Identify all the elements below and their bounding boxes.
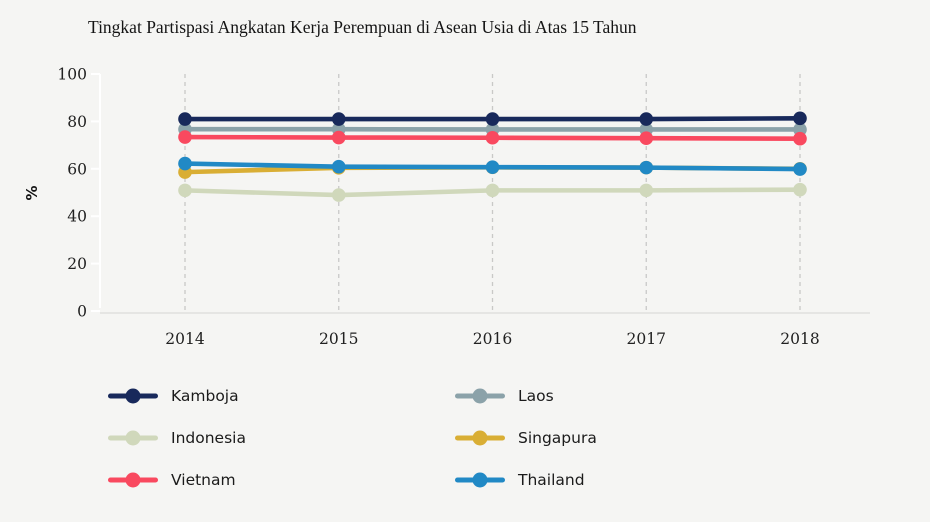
data-point-Kamboja-2018 bbox=[793, 111, 807, 126]
x-tick-label-2017: 2017 bbox=[627, 330, 666, 348]
data-point-Kamboja-2017 bbox=[639, 112, 654, 126]
legend-line-marker-icon bbox=[455, 472, 505, 488]
data-point-Thailand-2016 bbox=[485, 160, 500, 174]
y-tick-label-20: 20 bbox=[67, 255, 87, 273]
data-point-Thailand-2015 bbox=[331, 159, 346, 174]
data-point-Indonesia-2016 bbox=[485, 183, 500, 198]
data-point-Indonesia-2014 bbox=[178, 183, 192, 198]
data-point-Indonesia-2018 bbox=[793, 182, 807, 197]
x-tick-label-2018: 2018 bbox=[780, 330, 819, 348]
data-point-Vietnam-2018 bbox=[793, 131, 807, 146]
legend-item-indonesia[interactable]: Indonesia bbox=[108, 417, 455, 459]
legend-line-marker-icon bbox=[455, 388, 505, 404]
data-point-Vietnam-2017 bbox=[639, 131, 654, 146]
legend-label: Kamboja bbox=[171, 387, 239, 405]
legend-line-marker-icon bbox=[455, 430, 505, 446]
plot-area: 0 20 40 60 80 100 2014 2015 2016 2017 2018 bbox=[57, 66, 870, 348]
x-tick-label-2015: 2015 bbox=[319, 330, 358, 348]
legend-line-marker-icon bbox=[108, 430, 158, 446]
y-tick-label-60: 60 bbox=[67, 160, 87, 178]
legend-item-kamboja[interactable]: Kamboja bbox=[108, 375, 455, 417]
legend-line-marker-icon bbox=[108, 472, 158, 488]
y-tick-label-80: 80 bbox=[67, 113, 87, 131]
legend-label: Vietnam bbox=[171, 471, 236, 489]
data-point-Vietnam-2015 bbox=[331, 130, 346, 145]
data-point-Indonesia-2015 bbox=[331, 188, 346, 202]
legend-label: Thailand bbox=[518, 471, 585, 489]
legend-label: Laos bbox=[518, 387, 554, 405]
data-point-Vietnam-2014 bbox=[178, 130, 192, 144]
legend-item-singapura[interactable]: Singapura bbox=[455, 417, 597, 459]
data-point-Thailand-2014 bbox=[178, 156, 192, 171]
y-tick-label-40: 40 bbox=[67, 208, 87, 226]
y-tick-label-100: 100 bbox=[57, 66, 87, 84]
data-point-Kamboja-2015 bbox=[331, 112, 346, 126]
data-point-Kamboja-2016 bbox=[485, 112, 500, 126]
y-tick-label-0: 0 bbox=[77, 303, 87, 321]
data-point-Kamboja-2014 bbox=[178, 112, 192, 126]
data-point-Thailand-2017 bbox=[639, 160, 654, 175]
data-point-Thailand-2018 bbox=[793, 162, 807, 176]
legend-item-vietnam[interactable]: Vietnam bbox=[108, 459, 455, 501]
legend-item-laos[interactable]: Laos bbox=[455, 375, 597, 417]
legend-label: Singapura bbox=[518, 429, 597, 447]
legend-label: Indonesia bbox=[171, 429, 246, 447]
legend-item-thailand[interactable]: Thailand bbox=[455, 459, 597, 501]
x-tick-label-2016: 2016 bbox=[473, 330, 512, 348]
legend: Kamboja Laos Indonesia Singapura Vietnam Thai… bbox=[108, 375, 597, 501]
data-point-Vietnam-2016 bbox=[485, 130, 500, 145]
x-tick-label-2014: 2014 bbox=[165, 330, 205, 348]
data-point-Indonesia-2017 bbox=[639, 183, 654, 198]
legend-line-marker-icon bbox=[108, 388, 158, 404]
chart-title: Tingkat Partispasi Angkatan Kerja Peremp… bbox=[88, 17, 637, 37]
